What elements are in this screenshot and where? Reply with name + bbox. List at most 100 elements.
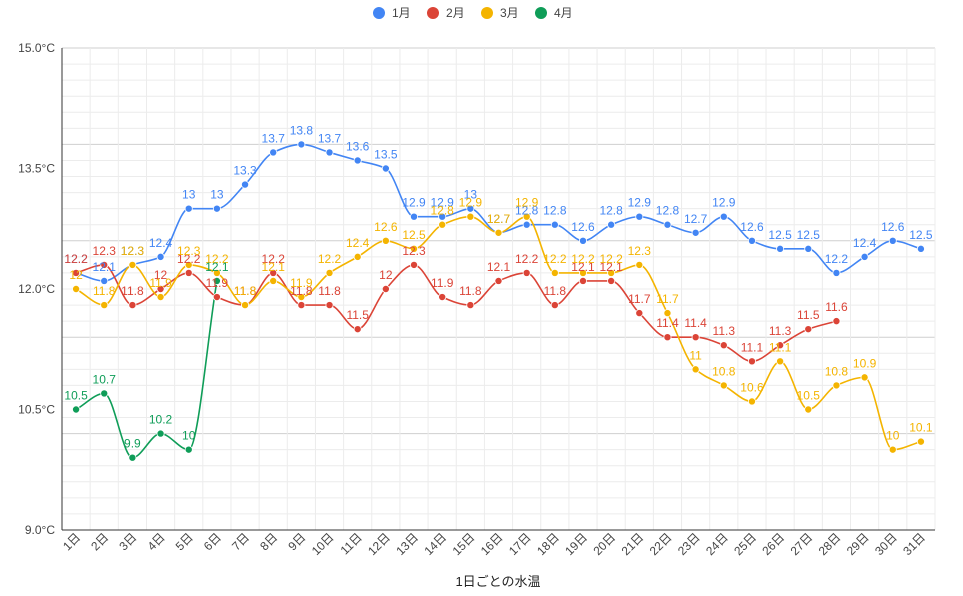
data-point[interactable] [184, 204, 193, 213]
data-point[interactable] [804, 244, 813, 253]
data-point[interactable] [747, 236, 756, 245]
data-point[interactable] [635, 309, 644, 318]
data-point[interactable] [72, 268, 81, 277]
series-line-2[interactable] [75, 264, 837, 363]
data-point[interactable] [804, 325, 813, 334]
data-point[interactable] [578, 268, 587, 277]
data-point[interactable] [184, 260, 193, 269]
data-point[interactable] [466, 212, 475, 221]
data-point[interactable] [578, 236, 587, 245]
data-point[interactable] [466, 301, 475, 310]
data-point[interactable] [691, 228, 700, 237]
data-point[interactable] [100, 389, 109, 398]
data-point[interactable] [184, 268, 193, 277]
data-point[interactable] [100, 276, 109, 285]
data-point[interactable] [353, 156, 362, 165]
data-point[interactable] [916, 437, 925, 446]
data-point[interactable] [269, 276, 278, 285]
data-point[interactable] [888, 445, 897, 454]
data-point[interactable] [353, 325, 362, 334]
data-point[interactable] [494, 276, 503, 285]
x-tick-label: 18日 [534, 530, 562, 558]
legend-item-1[interactable]: 1月 [373, 6, 411, 20]
data-point[interactable] [381, 164, 390, 173]
data-point[interactable] [522, 212, 531, 221]
data-point[interactable] [438, 220, 447, 229]
data-point[interactable] [212, 268, 221, 277]
data-point[interactable] [100, 260, 109, 269]
data-point[interactable] [381, 236, 390, 245]
data-point[interactable] [381, 284, 390, 293]
data-point[interactable] [607, 268, 616, 277]
data-point[interactable] [522, 268, 531, 277]
data-point[interactable] [269, 148, 278, 157]
data-point[interactable] [241, 180, 250, 189]
data-point[interactable] [494, 228, 503, 237]
legend[interactable]: 1月 2月 3月 4月 [373, 6, 573, 20]
data-point[interactable] [128, 260, 137, 269]
legend-item-4[interactable]: 4月 [535, 6, 573, 20]
data-point[interactable] [269, 268, 278, 277]
data-point[interactable] [241, 301, 250, 310]
data-point[interactable] [72, 405, 81, 414]
data-point[interactable] [804, 405, 813, 414]
legend-item-3[interactable]: 3月 [481, 6, 519, 20]
data-point[interactable] [156, 284, 165, 293]
data-point[interactable] [832, 268, 841, 277]
data-point[interactable] [156, 293, 165, 302]
data-point[interactable] [410, 260, 419, 269]
data-point[interactable] [663, 220, 672, 229]
data-point[interactable] [156, 429, 165, 438]
data-point[interactable] [691, 333, 700, 342]
data-point[interactable] [550, 268, 559, 277]
data-point[interactable] [325, 268, 334, 277]
data-point[interactable] [747, 397, 756, 406]
data-point[interactable] [325, 301, 334, 310]
data-point[interactable] [325, 148, 334, 157]
data-point[interactable] [128, 453, 137, 462]
data-point[interactable] [719, 212, 728, 221]
data-point[interactable] [860, 373, 869, 382]
data-label: 12.1 [599, 260, 623, 274]
data-point[interactable] [410, 212, 419, 221]
data-point[interactable] [550, 301, 559, 310]
data-point[interactable] [776, 357, 785, 366]
data-point[interactable] [635, 212, 644, 221]
data-point[interactable] [128, 301, 137, 310]
data-point[interactable] [719, 381, 728, 390]
data-point[interactable] [832, 381, 841, 390]
data-point[interactable] [297, 293, 306, 302]
data-point[interactable] [212, 293, 221, 302]
data-point[interactable] [353, 252, 362, 261]
legend-item-2[interactable]: 2月 [427, 6, 465, 20]
data-point[interactable] [438, 212, 447, 221]
data-point[interactable] [466, 204, 475, 213]
data-point[interactable] [297, 140, 306, 149]
data-point[interactable] [578, 276, 587, 285]
data-point[interactable] [663, 333, 672, 342]
data-point[interactable] [691, 365, 700, 374]
data-point[interactable] [747, 357, 756, 366]
data-point[interactable] [212, 204, 221, 213]
data-point[interactable] [607, 220, 616, 229]
data-point[interactable] [888, 236, 897, 245]
data-point[interactable] [72, 284, 81, 293]
data-point[interactable] [212, 276, 221, 285]
data-point[interactable] [438, 293, 447, 302]
data-point[interactable] [916, 244, 925, 253]
data-point[interactable] [156, 252, 165, 261]
data-point[interactable] [776, 341, 785, 350]
data-point[interactable] [719, 341, 728, 350]
data-point[interactable] [663, 309, 672, 318]
data-point[interactable] [832, 317, 841, 326]
data-point[interactable] [184, 445, 193, 454]
data-point[interactable] [100, 301, 109, 310]
data-point[interactable] [776, 244, 785, 253]
data-point[interactable] [522, 220, 531, 229]
data-point[interactable] [550, 220, 559, 229]
data-point[interactable] [607, 276, 616, 285]
data-point[interactable] [410, 244, 419, 253]
data-point[interactable] [297, 301, 306, 310]
data-point[interactable] [635, 260, 644, 269]
data-point[interactable] [860, 252, 869, 261]
